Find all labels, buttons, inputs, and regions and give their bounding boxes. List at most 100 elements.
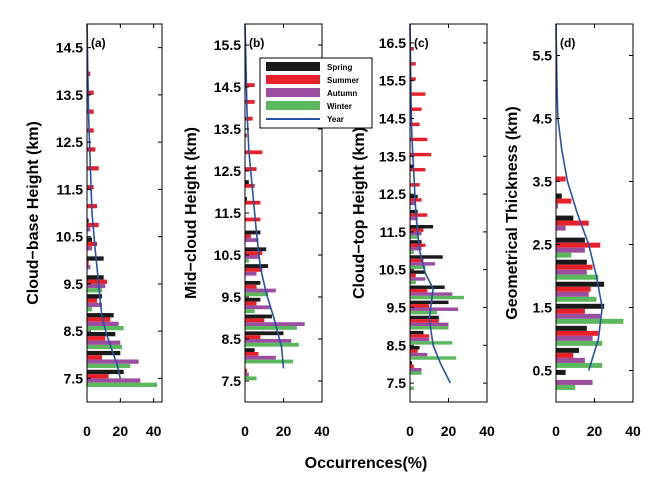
bar-autumn (556, 379, 593, 385)
legend-label-autumn: Autumn (327, 89, 357, 98)
bar-spring (556, 193, 562, 199)
bar-autumn (556, 313, 601, 319)
x-tick-label: 20 (441, 423, 457, 439)
bar-autumn (410, 352, 428, 357)
bar-winter (87, 307, 92, 312)
x-tick-label: 40 (314, 423, 330, 439)
bar-autumn (410, 216, 418, 221)
y-tick-label: 8.5 (64, 323, 84, 339)
y-tick-label: 14.5 (56, 40, 83, 56)
bar-spring (410, 240, 422, 244)
bar-winter (410, 326, 449, 330)
panel-d: 0.5 1.5 2.5 3.5 4.5 5.5 0 20 40 (d) Geometrical Th… (504, 23, 641, 439)
bar-winter (410, 341, 453, 345)
x-tick-label: 40 (146, 423, 162, 439)
bar-spring (410, 209, 418, 214)
bar-autumn (556, 225, 566, 231)
y-tick-label: 0.5 (533, 363, 553, 379)
bar-summer (245, 234, 251, 239)
x-tick-label: 40 (625, 423, 641, 439)
y-tick-label: 13.5 (214, 121, 241, 137)
y-tick-label: 14.5 (379, 111, 406, 127)
bar-autumn (410, 322, 449, 327)
bar-spring (245, 297, 261, 302)
bar-winter (556, 252, 572, 258)
y-tick-label: 10.5 (56, 229, 83, 245)
bar-summer (87, 298, 97, 303)
y-tick-label: 9.5 (222, 289, 242, 305)
bar-winter (410, 386, 414, 390)
bar-summer (87, 279, 107, 284)
y-axis-label: Geometrical Thickness (km) (504, 106, 521, 319)
bar-spring (245, 180, 249, 184)
bar-summer (245, 335, 261, 339)
bar-winter (556, 318, 624, 324)
bar-spring (410, 194, 418, 199)
bar-winter (556, 296, 597, 302)
bar-autumn (410, 277, 426, 281)
y-tick-label: 7.5 (387, 375, 407, 391)
bar-spring (245, 264, 269, 268)
bar-winter (410, 280, 416, 285)
bar-summer (245, 301, 257, 306)
bar-winter (556, 340, 603, 346)
bar-summer (245, 368, 247, 373)
plot-frame (86, 23, 163, 403)
y-tick-label: 11.5 (215, 205, 242, 221)
x-tick-label: 0 (83, 423, 91, 439)
bar-autumn (556, 357, 585, 363)
y-axis-label: Mid−cloud Height (km) (183, 127, 200, 299)
bar-summer (410, 213, 428, 217)
bar-summer (410, 167, 426, 172)
year-line (244, 23, 285, 369)
bar-winter (245, 359, 294, 364)
bar-winter (245, 309, 255, 314)
panel-c: 7.5 8.5 9.5 10.5 11.5 12.5 13.5 14.5 15.5 16.5 0 20… (351, 23, 495, 439)
bar-summer (410, 92, 426, 96)
bar-spring (556, 237, 585, 243)
bar-summer (556, 220, 589, 226)
bar-winter (556, 362, 603, 368)
bar-summer (245, 183, 255, 188)
y-tick-label: 15.5 (379, 73, 406, 89)
y-axis-label: Cloud−top Height (km) (351, 127, 368, 299)
y-tick-label: 2.5 (533, 237, 553, 253)
y-tick-label: 8.5 (222, 331, 242, 347)
bar-winter (556, 274, 599, 280)
bar-autumn (245, 271, 257, 276)
bar-summer (245, 150, 263, 155)
bar-summer (410, 77, 416, 81)
bar-spring (410, 255, 443, 259)
legend: Spring Summer Autumn Winter Year (259, 57, 373, 129)
bar-winter (410, 265, 426, 270)
bar-summer (245, 133, 247, 138)
y-tick-label: 15.5 (214, 37, 241, 53)
bar-summer (87, 90, 94, 95)
bar-summer (87, 241, 97, 247)
bar-autumn (245, 255, 259, 259)
panel-b: 7.5 8.5 9.5 10.5 11.5 12.5 13.5 14.5 15.5 0 20 40 (b… (183, 23, 330, 439)
bar-spring (87, 294, 102, 299)
bar-autumn (245, 339, 292, 343)
y-tick-label: 12.5 (379, 186, 406, 202)
bar-autumn (245, 355, 276, 360)
year-line (409, 23, 452, 384)
panel-label: (d) (560, 36, 575, 50)
bar-summer (245, 251, 263, 255)
y-axis-label: Cloud−base Height (km) (25, 121, 42, 305)
bar-summer (556, 330, 599, 336)
bar-autumn (245, 238, 259, 243)
y-tick-label: 14.5 (214, 79, 241, 95)
x-axis-label: Occurrences(%) (305, 455, 428, 472)
bar-spring (87, 350, 121, 356)
bar-summer (410, 304, 430, 308)
y-tick-label: 12.5 (214, 163, 241, 179)
legend-label-winter: Winter (327, 102, 352, 111)
bar-summer (87, 109, 94, 114)
bar-winter (556, 384, 576, 390)
bar-spring (87, 237, 92, 242)
bar-spring (87, 369, 124, 375)
year-line (555, 23, 604, 371)
bar-autumn (245, 305, 271, 310)
bar-winter (410, 295, 464, 300)
